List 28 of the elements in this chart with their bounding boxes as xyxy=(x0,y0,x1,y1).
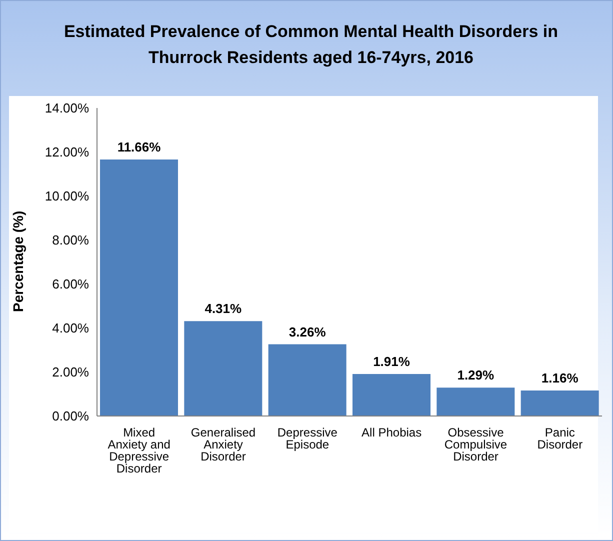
x-tick-label: Panic Disorder xyxy=(537,426,583,452)
chart-title: Estimated Prevalence of Common Mental Health Disorders in Thurrock Residents aged 16-74yrs, 2016 xyxy=(62,21,560,69)
x-tick-label: Mixed Anxiety and Depressive Disorder xyxy=(108,426,170,476)
bar xyxy=(436,388,515,416)
y-tick-label: 0.00% xyxy=(52,408,90,424)
data-label: 1.29% xyxy=(457,368,495,383)
bar xyxy=(520,390,599,416)
data-label: 3.26% xyxy=(288,324,326,340)
data-label: 4.31% xyxy=(204,301,242,316)
bar xyxy=(268,344,346,416)
data-label: 1.16% xyxy=(541,370,579,386)
data-label: 11.66% xyxy=(117,139,162,154)
y-tick-label: 12.00% xyxy=(44,144,90,160)
bar xyxy=(100,159,178,416)
y-axis-title: Percentage (%) xyxy=(10,210,26,312)
y-tick-label: 2.00% xyxy=(52,364,90,380)
data-label: 1.91% xyxy=(373,354,410,369)
y-tick-label: 8.00% xyxy=(52,232,90,248)
y-tick-label: 10.00% xyxy=(44,188,90,204)
x-tick-label: Depressive Episode xyxy=(277,426,338,452)
bar xyxy=(352,374,430,416)
x-tick-label: All Phobias xyxy=(362,426,422,440)
x-tick-label: Obsessive Compulsive Disorder xyxy=(444,426,508,464)
y-tick-label: 6.00% xyxy=(52,276,90,292)
x-tick-label: Generalised Anxiety Disorder xyxy=(190,426,256,464)
y-tick-label: 14.00% xyxy=(44,100,90,116)
y-tick-label: 4.00% xyxy=(52,320,90,336)
bar xyxy=(184,321,262,416)
